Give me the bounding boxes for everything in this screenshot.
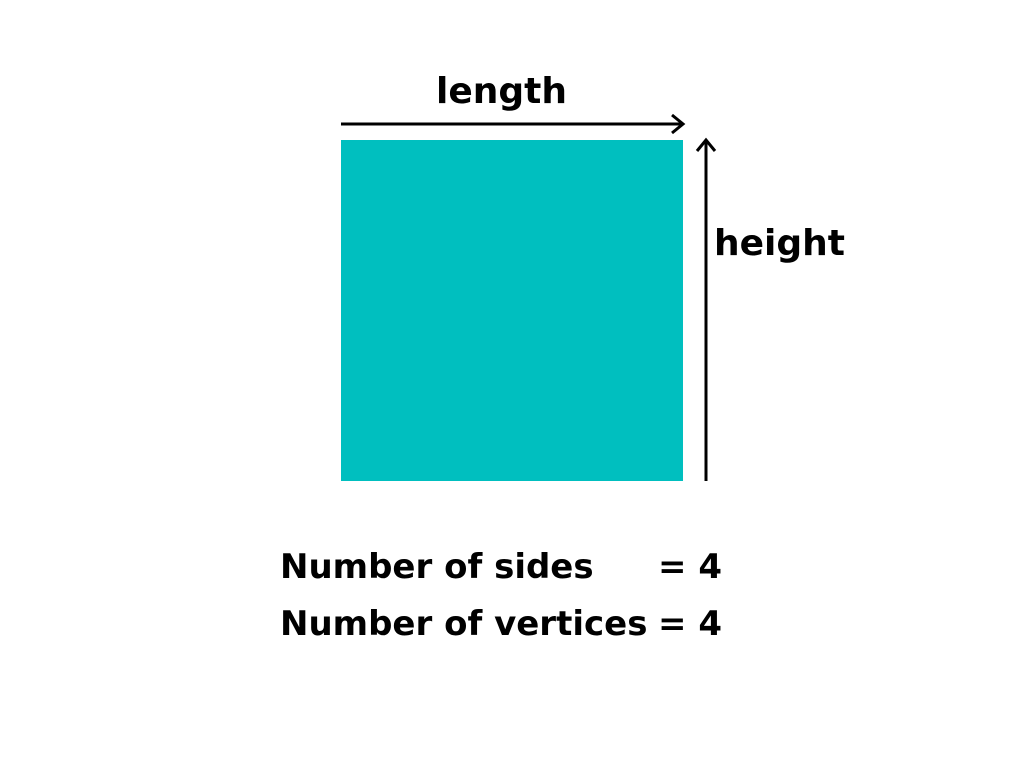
- sides-property-value: = 4: [658, 547, 722, 587]
- height-label: height: [714, 223, 845, 264]
- sides-property-row: Number of sides = 4: [280, 545, 722, 589]
- square-shape: [341, 140, 683, 481]
- height-arrow-icon: [695, 137, 717, 481]
- vertices-property-value: = 4: [658, 604, 722, 644]
- length-arrow-icon: [341, 113, 686, 135]
- vertices-property-row: Number of vertices = 4: [280, 602, 722, 646]
- length-label: length: [436, 71, 567, 112]
- sides-property-name: Number of sides: [280, 547, 594, 587]
- vertices-property-name: Number of vertices: [280, 604, 648, 644]
